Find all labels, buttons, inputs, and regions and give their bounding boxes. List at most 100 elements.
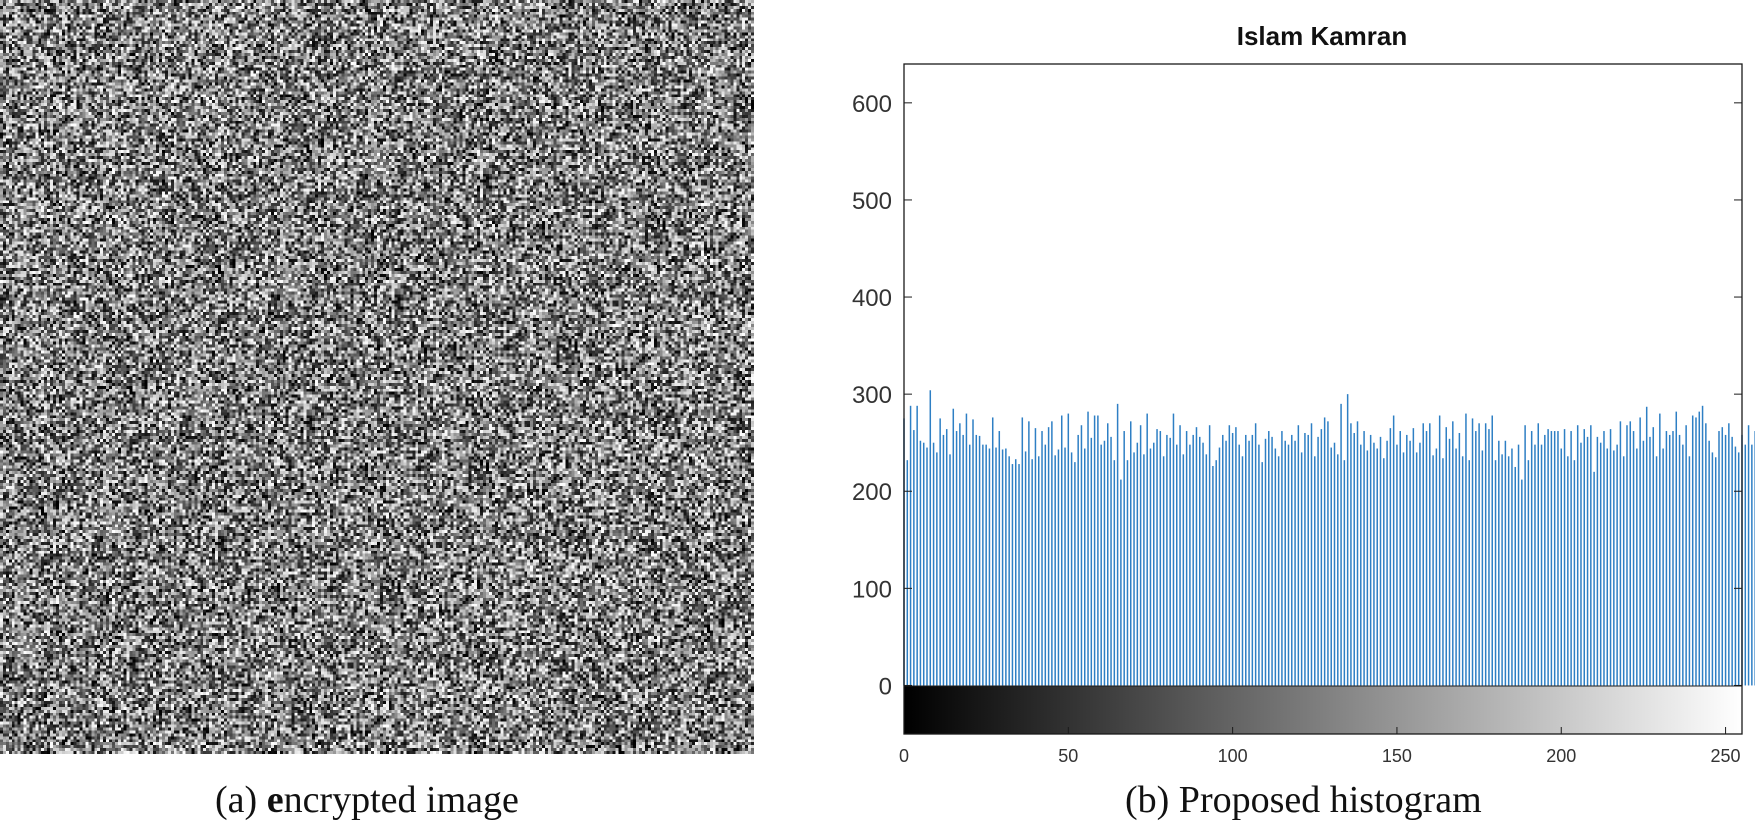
histogram-bar — [1011, 464, 1014, 686]
histogram-bar — [1583, 429, 1586, 686]
histogram-bar — [1103, 440, 1106, 686]
histogram-bar — [1182, 454, 1185, 686]
histogram-bar — [1665, 431, 1668, 686]
histogram-bar — [1590, 425, 1592, 686]
histogram-bar — [922, 442, 925, 686]
histogram-bar — [1287, 444, 1290, 686]
histogram-bar — [952, 408, 955, 686]
y-tick-label: 200 — [852, 479, 892, 506]
histogram-bar — [1093, 415, 1096, 686]
x-tick-label: 200 — [1546, 746, 1576, 766]
histogram-bar — [955, 431, 958, 686]
histogram-bar — [1097, 415, 1099, 686]
y-tick-label: 100 — [852, 576, 892, 603]
histogram-bar — [1662, 448, 1664, 686]
histogram-bar — [1429, 423, 1431, 686]
histogram-bar — [1659, 413, 1661, 686]
histogram-bar — [1310, 423, 1313, 686]
y-tick-label: 400 — [852, 285, 892, 312]
histogram-bar — [1580, 442, 1582, 686]
histogram-bar — [1018, 464, 1020, 686]
histogram-bar — [929, 390, 932, 686]
histogram-bar — [1205, 454, 1208, 686]
histogram-bar — [1553, 431, 1556, 686]
histogram-bar — [1120, 479, 1122, 686]
histogram-bar — [909, 405, 912, 686]
histogram-bar — [1721, 427, 1724, 686]
histogram-bar — [1346, 394, 1349, 686]
histogram-bar — [1494, 460, 1497, 686]
histogram-bar — [1146, 413, 1148, 686]
histogram-bar — [1422, 423, 1424, 686]
chart-title: Islam Kamran — [1237, 21, 1408, 51]
histogram-bar — [1609, 429, 1612, 686]
histogram-bar — [1639, 417, 1641, 686]
histogram-bar — [1655, 456, 1658, 686]
histogram-bar — [1314, 456, 1316, 686]
histogram-bar — [1527, 460, 1530, 686]
histogram-bar — [1688, 456, 1691, 686]
caption-a-prefix: (a) — [215, 779, 267, 821]
histogram-bar — [1090, 437, 1093, 686]
histogram-bar — [1037, 456, 1040, 686]
histogram-bar — [1613, 450, 1615, 686]
histogram-bar — [1123, 431, 1125, 686]
histogram-bar — [1116, 403, 1119, 686]
histogram-bar — [1619, 421, 1622, 686]
histogram-bar — [1685, 425, 1687, 686]
histogram-bar — [1728, 423, 1730, 686]
histogram-bar — [991, 417, 994, 686]
histogram-bar — [1396, 444, 1398, 686]
x-tick-label: 100 — [1218, 746, 1248, 766]
histogram-bar — [1606, 448, 1609, 686]
histogram-bar — [1343, 460, 1346, 686]
histogram-bar — [1330, 447, 1332, 686]
histogram-bar — [1176, 444, 1178, 686]
histogram-bar — [1153, 442, 1155, 686]
histogram-bar — [1202, 442, 1204, 686]
histogram-bar — [913, 430, 915, 686]
histogram-bar — [1031, 459, 1033, 686]
histogram-bar — [1442, 458, 1444, 686]
histogram-bar — [1258, 444, 1260, 686]
histogram-bar — [1718, 431, 1720, 686]
y-tick-label: 0 — [879, 673, 892, 700]
encrypted-image — [0, 0, 754, 754]
histogram-bar — [1678, 434, 1681, 686]
histogram-bar — [1139, 425, 1142, 686]
histogram-bar — [1080, 425, 1083, 686]
histogram-chart: Islam Kamran 0 100 200 300 400 500 600 0 50 100 1… — [852, 21, 1755, 766]
histogram-bar — [1100, 444, 1102, 686]
histogram-bar — [1547, 429, 1549, 686]
histogram-bar — [1406, 434, 1408, 686]
histogram-bar — [1077, 434, 1079, 686]
histogram-bar — [1254, 423, 1257, 686]
histogram-bar — [959, 423, 961, 686]
histogram-bar — [1642, 440, 1645, 686]
caption-a-bold: e — [266, 779, 284, 821]
histogram-bar — [1044, 444, 1047, 686]
histogram-bar — [1064, 447, 1066, 686]
plot-frame — [903, 63, 1743, 735]
histogram-bar — [1504, 440, 1507, 686]
histogram-bar — [1521, 479, 1523, 686]
histogram-bar — [1409, 440, 1411, 686]
histogram-bar — [1281, 431, 1283, 686]
histogram-bar — [1320, 429, 1323, 686]
histogram-bar — [1576, 425, 1579, 686]
histogram-bar — [1195, 427, 1198, 686]
histogram-bar — [1005, 448, 1007, 686]
histogram-bar — [1185, 431, 1188, 686]
histogram-bar — [1327, 421, 1329, 686]
histogram-bar — [1369, 434, 1372, 686]
histogram-bar — [1169, 437, 1171, 686]
histogram-bar — [1484, 423, 1487, 686]
histogram-bar — [972, 419, 974, 686]
histogram-bar — [1235, 427, 1237, 686]
histogram-bar — [1471, 418, 1474, 686]
histogram-bar — [1537, 423, 1539, 686]
histogram-bar — [1468, 460, 1470, 686]
histogram-bar — [1603, 431, 1605, 686]
histogram-bar — [1041, 431, 1043, 686]
histogram-bar — [1586, 436, 1589, 686]
